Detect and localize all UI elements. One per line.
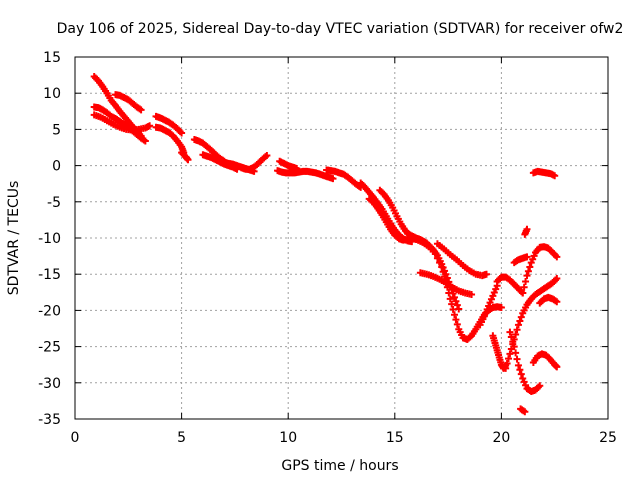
data-point xyxy=(445,289,453,297)
data-point xyxy=(137,106,145,114)
data-point xyxy=(524,267,532,275)
x-tick-label: 15 xyxy=(386,430,404,446)
y-tick-label: -10 xyxy=(38,231,61,247)
data-point xyxy=(509,338,517,346)
data-point xyxy=(468,290,476,298)
x-tick-labels: 0 5 10 15 20 25 xyxy=(71,430,617,446)
data-point xyxy=(446,295,454,303)
x-tick-label: 5 xyxy=(177,430,186,446)
data-point xyxy=(553,298,561,306)
x-tick-label: 0 xyxy=(71,430,80,446)
data-point xyxy=(513,326,521,334)
data-point xyxy=(506,328,514,336)
data-point xyxy=(507,333,515,341)
data-point xyxy=(523,225,531,233)
data-point xyxy=(450,311,458,319)
data-point xyxy=(439,268,447,276)
data-point xyxy=(523,253,531,261)
data-point xyxy=(553,275,561,283)
data-point xyxy=(514,321,522,329)
data-point xyxy=(553,363,561,371)
data-point xyxy=(553,253,561,261)
x-tick-label: 20 xyxy=(492,430,510,446)
data-point xyxy=(520,283,528,291)
data-point xyxy=(519,289,527,297)
chart-title: Day 106 of 2025, Sidereal Day-to-day VTE… xyxy=(57,21,624,37)
data-point xyxy=(505,355,513,363)
data-point xyxy=(329,175,337,183)
plot-border xyxy=(74,56,609,420)
y-tick-label: -15 xyxy=(38,267,61,283)
y-tick-label: -35 xyxy=(38,412,61,428)
data-point xyxy=(497,304,505,312)
data-point xyxy=(448,300,456,308)
data-point xyxy=(263,151,271,159)
data-point xyxy=(516,366,524,374)
data-point xyxy=(503,359,511,367)
y-tick-labels: -35 -30 -25 -20 -15 -10 -5 0 5 10 15 xyxy=(38,50,61,428)
data-point xyxy=(522,277,530,285)
data-point xyxy=(449,305,457,313)
data-point xyxy=(452,316,460,324)
data-point xyxy=(514,361,522,369)
data-point xyxy=(521,408,529,416)
data-point xyxy=(436,259,444,267)
data-points xyxy=(90,73,561,416)
data-point xyxy=(516,317,524,325)
y-tick-label: -25 xyxy=(38,340,61,356)
data-point xyxy=(433,254,441,262)
data-point xyxy=(482,270,490,278)
y-axis-title: SDTVAR / TECUs xyxy=(6,181,22,296)
data-point xyxy=(551,172,559,180)
y-tick-label: 5 xyxy=(52,122,61,138)
x-axis-title: GPS time / hours xyxy=(281,458,398,474)
data-point xyxy=(517,370,525,378)
data-point xyxy=(502,364,510,372)
data-point xyxy=(453,320,461,328)
data-point xyxy=(512,349,520,357)
data-point xyxy=(512,331,520,339)
y-tick-label: -5 xyxy=(47,195,61,211)
data-point xyxy=(141,137,149,145)
y-tick-label: 15 xyxy=(43,50,61,66)
x-tick-label: 10 xyxy=(279,430,297,446)
y-tick-label: -30 xyxy=(38,376,61,392)
data-point xyxy=(438,263,446,271)
data-point xyxy=(450,293,458,301)
y-tick-label: 10 xyxy=(43,86,61,102)
y-tick-label: 0 xyxy=(52,159,61,175)
data-point xyxy=(523,272,531,280)
data-point xyxy=(526,263,534,271)
data-point xyxy=(452,297,460,305)
data-point xyxy=(146,122,154,130)
data-point xyxy=(431,250,439,258)
data-point xyxy=(517,313,525,321)
x-tick-label: 25 xyxy=(599,430,617,446)
data-point xyxy=(293,164,301,172)
data-point xyxy=(536,382,544,390)
grid-lines xyxy=(75,57,608,419)
data-point xyxy=(513,355,521,363)
y-tick-label: -20 xyxy=(38,303,61,319)
data-point xyxy=(184,156,192,164)
data-point xyxy=(178,129,186,137)
data-point xyxy=(510,343,518,351)
